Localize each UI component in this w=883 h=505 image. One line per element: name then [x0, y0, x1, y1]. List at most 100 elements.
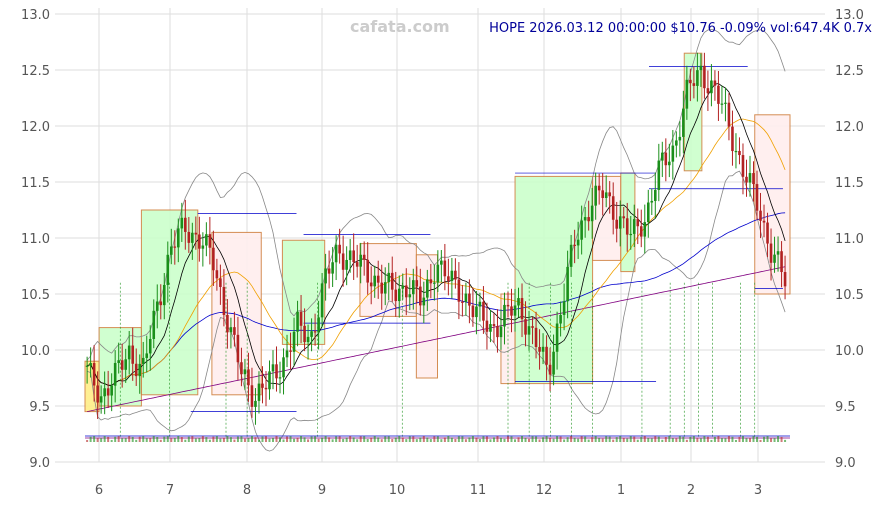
volume-bar — [212, 436, 215, 442]
volume-bar — [401, 437, 404, 442]
volume-bar — [524, 437, 527, 442]
candle-body — [506, 304, 510, 307]
volume-bar — [542, 437, 545, 442]
candle-body — [520, 298, 524, 320]
candle-body — [141, 357, 145, 364]
volume-bar — [100, 438, 103, 442]
x-tick-label: 1 — [617, 483, 625, 498]
volume-bar — [664, 437, 667, 442]
volume-bar — [300, 436, 303, 442]
x-tick-label: 12 — [536, 483, 553, 498]
volume-bar — [556, 436, 559, 442]
candle-body — [96, 385, 99, 403]
volume-bar — [457, 436, 460, 442]
volume-bar — [96, 438, 99, 442]
volume-bar — [454, 439, 457, 442]
candle-body — [159, 301, 163, 306]
candle-body — [134, 363, 138, 377]
candle-body — [296, 311, 299, 332]
volume-bar — [187, 436, 190, 442]
candle-body — [138, 363, 142, 377]
candle-body — [394, 289, 398, 302]
volume-bar — [675, 438, 678, 442]
volume-bar — [538, 439, 541, 442]
candle-body — [313, 331, 317, 333]
volume-bar — [629, 436, 632, 442]
y-tick-label-right: 12.5 — [835, 64, 864, 79]
volume-bar — [286, 436, 289, 442]
candle-body — [745, 176, 748, 183]
candle-body — [380, 282, 384, 294]
candle-body — [517, 298, 520, 306]
volume-bar — [380, 439, 383, 442]
y-tick-label-left: 9.0 — [29, 456, 50, 471]
volume-bar — [503, 438, 506, 442]
candle-body — [685, 79, 689, 109]
candle-body — [780, 251, 783, 273]
candle-body — [120, 360, 124, 370]
candle-body — [303, 325, 306, 343]
volume-bar — [215, 436, 218, 442]
candle-body — [338, 244, 341, 254]
y-tick-label-right: 13.0 — [835, 8, 864, 23]
candle-body — [194, 232, 198, 235]
y-tick-label-left: 11.0 — [21, 232, 50, 247]
volume-bar — [559, 436, 562, 442]
volume-bar — [103, 436, 106, 442]
volume-bar — [229, 437, 232, 442]
candle-body — [177, 228, 180, 248]
candle-body — [562, 301, 566, 315]
candle-body — [180, 217, 184, 229]
candle-body — [285, 350, 289, 358]
candle-body — [376, 275, 380, 283]
volume-bar — [696, 438, 699, 442]
volume-bar — [247, 437, 250, 442]
candle-body — [555, 323, 559, 352]
volume-bar — [138, 436, 141, 442]
candle-body — [748, 173, 752, 183]
volume-bar — [289, 436, 292, 442]
candle-body — [411, 280, 415, 295]
candle-body — [247, 369, 250, 386]
candle-body — [261, 383, 264, 388]
volume-bar — [173, 438, 176, 442]
candle-body — [89, 363, 92, 366]
candle-body — [254, 400, 257, 407]
volume-bar — [93, 436, 96, 442]
candle-body — [583, 217, 587, 221]
candle-body — [419, 286, 422, 306]
y-tick-label-right: 12.0 — [835, 120, 864, 135]
candle-body — [205, 234, 208, 246]
candle-body — [352, 250, 355, 263]
volume-bar — [471, 436, 474, 442]
volume-bar — [366, 438, 369, 442]
candle-body — [464, 293, 468, 302]
candle-body — [131, 345, 135, 364]
volume-bar — [177, 436, 180, 442]
volume-bar — [657, 436, 660, 442]
volume-bar — [668, 436, 671, 442]
candle-body — [162, 284, 166, 306]
volume-bar — [748, 438, 751, 442]
volume-bar — [706, 436, 709, 442]
volume-bar — [492, 437, 495, 442]
volume-bar — [86, 440, 89, 442]
volume-bar — [710, 439, 713, 442]
candle-body — [320, 283, 324, 318]
candle-body — [275, 364, 278, 379]
candle-body — [717, 85, 720, 104]
candle-body — [198, 234, 201, 249]
candle-body — [601, 190, 604, 198]
volume-bar — [468, 437, 471, 442]
volume-bar — [594, 436, 597, 442]
volume-bar — [324, 436, 327, 442]
volume-bar — [478, 438, 481, 442]
y-tick-label-left: 12.5 — [21, 64, 50, 79]
volume-bar — [440, 439, 443, 442]
candle-body — [271, 364, 275, 372]
volume-bar — [485, 436, 488, 442]
volume-bar — [149, 438, 152, 442]
volume-bar — [222, 437, 225, 442]
candle-body — [187, 231, 191, 243]
candle-body — [615, 219, 619, 229]
